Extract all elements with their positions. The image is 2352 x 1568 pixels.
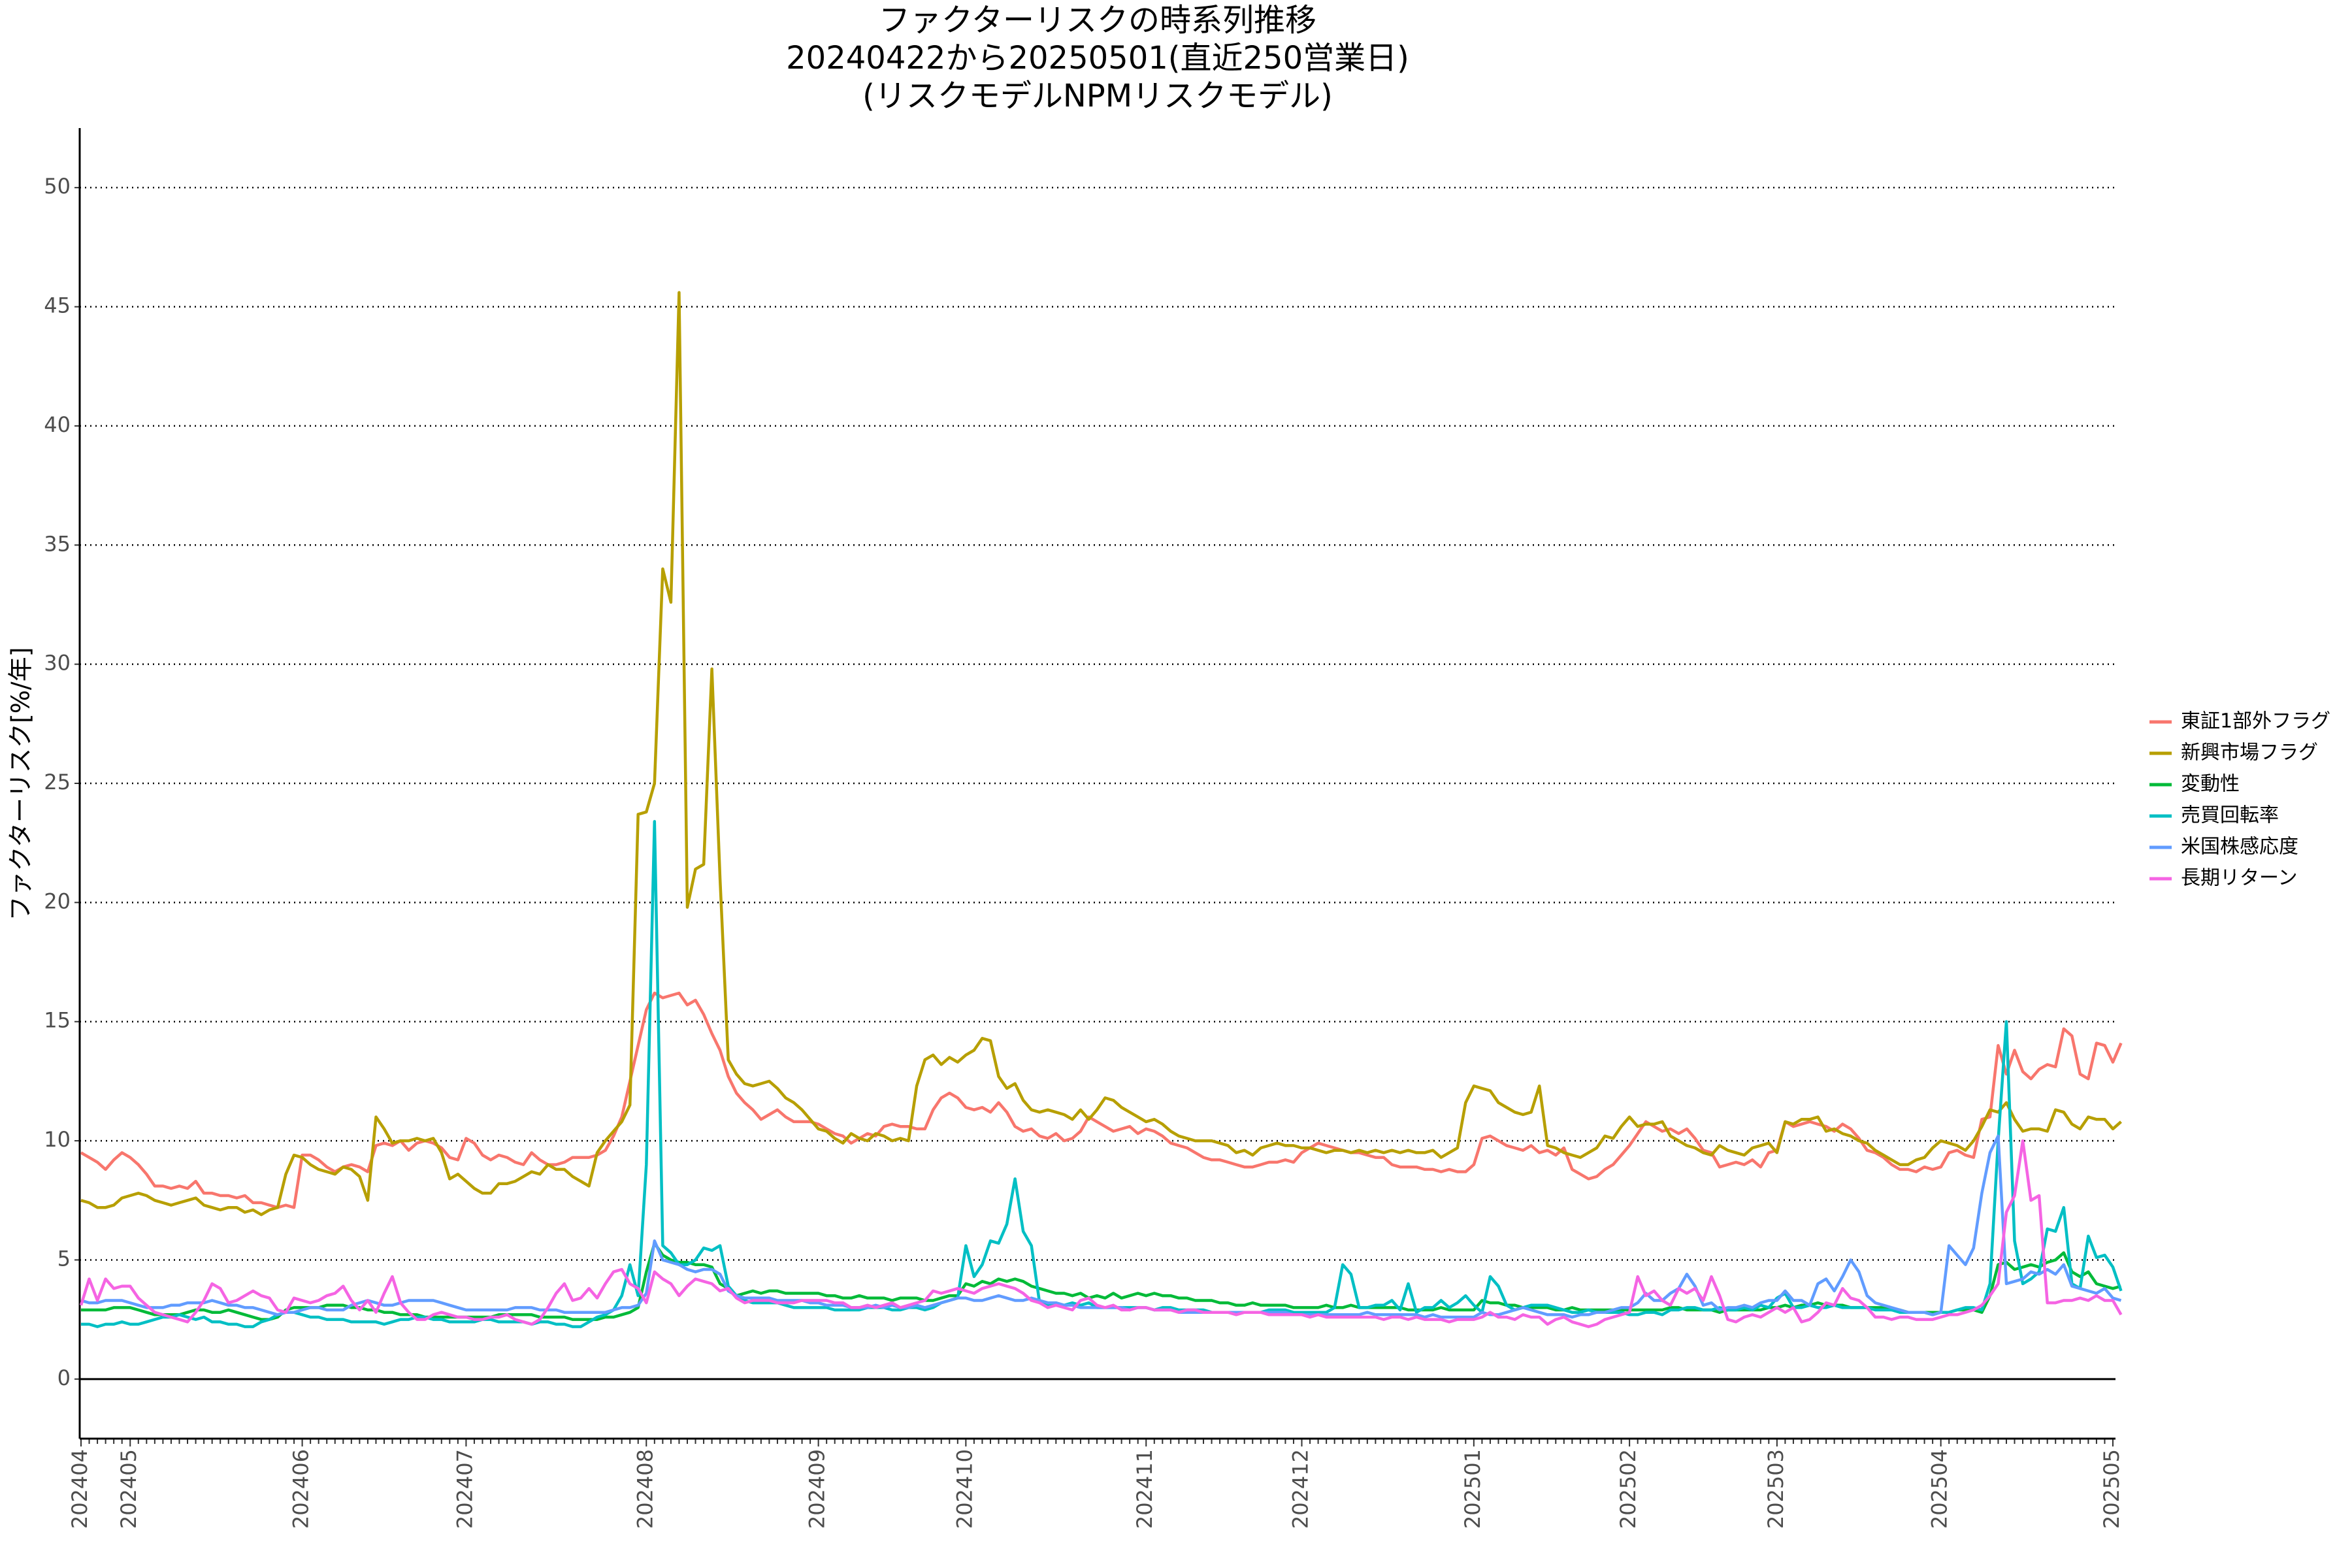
chart-title: ファクターリスクの時系列推移 <box>879 2 1316 39</box>
legend-label: 長期リターン <box>2181 867 2298 890</box>
x-tick-label: 202409 <box>805 1449 830 1529</box>
x-tick-label: 202501 <box>1460 1449 1485 1529</box>
y-tick-label: 50 <box>44 174 71 199</box>
x-tick-label: 202407 <box>452 1449 477 1529</box>
y-tick-label: 20 <box>44 889 71 913</box>
legend-label: 東証1部外フラグ <box>2181 710 2330 733</box>
y-tick-label: 25 <box>44 770 71 794</box>
x-tick-label: 202406 <box>289 1449 314 1529</box>
chart-subtitle: (リスクモデルNPMリスクモデル) <box>862 78 1333 114</box>
x-tick-label: 202404 <box>67 1449 92 1529</box>
x-tick-label: 202505 <box>2099 1449 2124 1529</box>
y-tick-label: 35 <box>44 531 71 556</box>
y-tick-label: 40 <box>44 412 71 437</box>
legend-label: 売買回転率 <box>2181 804 2279 827</box>
x-tick-label: 202411 <box>1132 1449 1157 1529</box>
y-tick-label: 15 <box>44 1008 71 1033</box>
legend-label: 米国株感応度 <box>2181 836 2298 858</box>
y-axis-label: ファクターリスク[%/年] <box>7 647 35 921</box>
y-tick-label: 45 <box>44 293 71 318</box>
x-tick-label: 202503 <box>1763 1449 1788 1529</box>
y-tick-label: 5 <box>57 1246 71 1271</box>
legend-label: 変動性 <box>2181 773 2240 796</box>
y-tick-label: 30 <box>44 651 71 676</box>
y-tick-label: 0 <box>57 1365 71 1390</box>
x-tick-label: 202408 <box>632 1449 657 1529</box>
chart-subtitle: 20240422から20250501(直近250営業日) <box>786 40 1409 76</box>
series-line <box>80 291 2122 1217</box>
y-tick-label: 10 <box>44 1127 71 1152</box>
x-tick-label: 202412 <box>1288 1449 1313 1529</box>
x-tick-label: 202502 <box>1616 1449 1641 1529</box>
legend-label: 新興市場フラグ <box>2181 742 2318 764</box>
series-line <box>79 1139 2123 1328</box>
x-tick-label: 202405 <box>116 1449 141 1529</box>
x-tick-label: 202410 <box>952 1449 977 1529</box>
x-tick-label: 202504 <box>1927 1449 1952 1529</box>
